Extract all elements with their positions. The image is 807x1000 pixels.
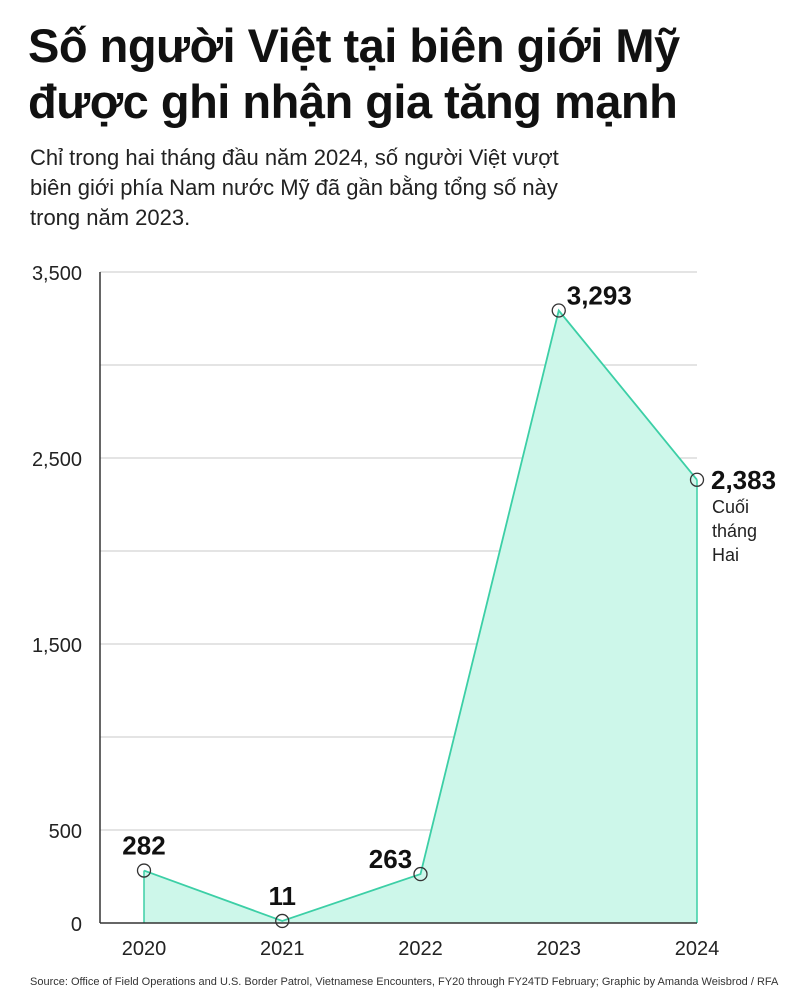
- y-tick-label: 3,500: [32, 263, 82, 285]
- data-point: [551, 303, 566, 318]
- data-label: 263: [369, 844, 412, 874]
- x-tick-label: 2021: [260, 938, 305, 960]
- chart-subtitle: Chỉ trong hai tháng đầu năm 2024, số ngư…: [30, 143, 730, 233]
- chart-title-line-2: được ghi nhận gia tăng mạnh: [28, 75, 678, 128]
- annotation-text: Hai: [712, 545, 739, 565]
- data-label: 11: [269, 881, 297, 911]
- data-label: 282: [122, 831, 165, 861]
- data-label: 2,383: [711, 465, 776, 495]
- x-tick-label: 2023: [537, 938, 582, 960]
- data-point: [275, 913, 290, 929]
- x-tick-label: 2022: [398, 938, 443, 960]
- series-line: [143, 308, 698, 922]
- chart-title-line-1: Số người Việt tại biên giới Mỹ: [28, 19, 680, 72]
- chart-title: Số người Việt tại biên giới Mỹ được ghi …: [28, 18, 788, 130]
- y-tick-label: 1,500: [32, 635, 82, 657]
- y-tick-label: 2,500: [32, 449, 82, 471]
- chart-subtitle-line-2: biên giới phía Nam nước Mỹ đã gần bằng t…: [30, 175, 558, 200]
- area-chart: 0 500 1,500 2,500 3,500 282 11 263 3,293 2,383Cuố…: [32, 263, 776, 960]
- data-label: 3,293: [567, 281, 632, 311]
- data-point: [413, 866, 428, 882]
- y-tick-label: 500: [49, 821, 82, 843]
- chart-subtitle-line-3: trong năm 2023.: [30, 205, 191, 230]
- area-fill: [144, 310, 697, 923]
- x-tick-label: 2024: [675, 938, 720, 960]
- annotation-text: tháng: [712, 521, 757, 541]
- y-tick-label: 0: [71, 914, 82, 936]
- chart-subtitle-line-1: Chỉ trong hai tháng đầu năm 2024, số ngư…: [30, 145, 559, 170]
- data-point: [136, 863, 152, 878]
- data-point: [689, 472, 705, 487]
- x-tick-label: 2020: [122, 938, 167, 960]
- annotation-text: Cuối: [712, 497, 749, 517]
- source-note: Source: Office of Field Operations and U…: [30, 976, 779, 988]
